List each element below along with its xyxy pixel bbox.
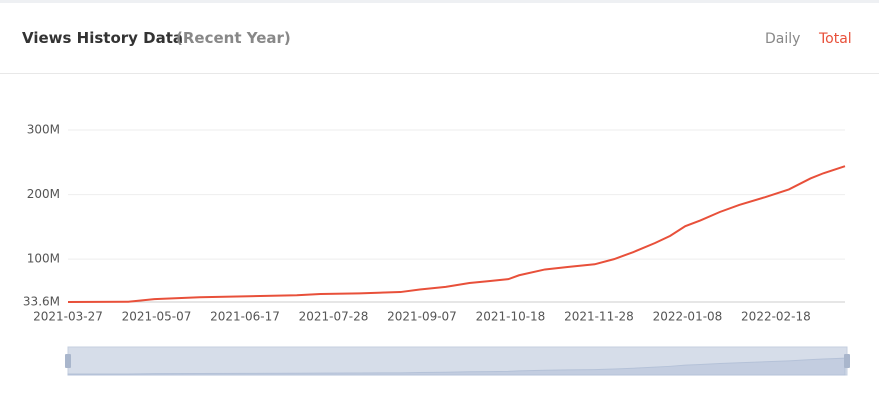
separator [0, 73, 879, 74]
x-tick-label: 2021-05-07 [122, 310, 192, 324]
x-tick-label: 2022-02-18 [741, 310, 811, 324]
x-tick-label: 2021-09-07 [387, 310, 457, 324]
tab-total[interactable]: Total [819, 31, 852, 47]
panel-title: Views History Data [22, 29, 184, 47]
slider-handle [65, 354, 71, 368]
panel-subtitle: (Recent Year) [176, 29, 291, 47]
slider-preview [67, 357, 846, 376]
x-tick-label: 2021-10-18 [476, 310, 546, 324]
x-tick-label: 2021-07-28 [299, 310, 369, 324]
y-tick-label: 100M [27, 252, 60, 266]
tab-daily[interactable]: Daily [765, 31, 801, 47]
x-tick-label: 2021-11-28 [564, 310, 634, 324]
y-tick-label: 33.6M [23, 295, 60, 309]
top-border [0, 0, 879, 3]
slider-handle [844, 354, 850, 368]
y-tick-label: 300M [27, 123, 60, 137]
data-line [67, 165, 846, 303]
x-tick-label: 2022-01-08 [653, 310, 723, 324]
x-tick-label: 2021-06-17 [210, 310, 280, 324]
x-tick-label: 2021-03-27 [33, 310, 103, 324]
y-tick-label: 200M [27, 187, 60, 201]
